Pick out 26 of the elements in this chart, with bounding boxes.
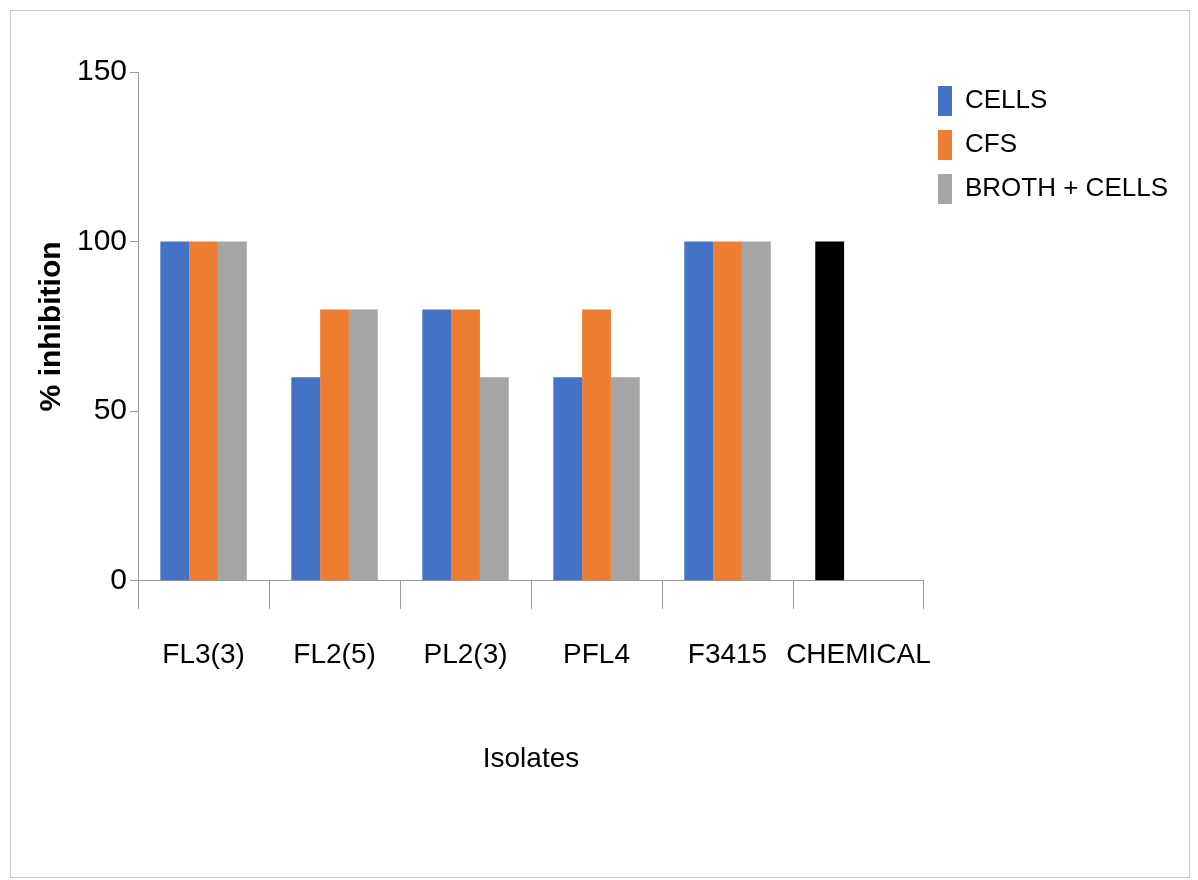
bar bbox=[320, 309, 349, 581]
x-axis-title: Isolates bbox=[482, 741, 580, 773]
bar bbox=[684, 241, 714, 581]
legend-label: CFS bbox=[964, 128, 1017, 159]
y-tick-label: 50 bbox=[93, 392, 128, 426]
x-tick-label: PFL4 bbox=[563, 638, 630, 670]
x-tick-label: CHEMICAL bbox=[786, 638, 931, 670]
legend-label: CELLS bbox=[964, 84, 1048, 115]
bar bbox=[160, 241, 190, 581]
bar bbox=[422, 309, 452, 581]
y-tick-label: 100 bbox=[76, 222, 128, 256]
x-tick-label: FL3(3) bbox=[162, 638, 245, 670]
bar bbox=[713, 241, 742, 581]
bar bbox=[291, 377, 321, 581]
bar bbox=[189, 241, 218, 581]
y-tick-label: 0 bbox=[110, 562, 128, 596]
bar bbox=[582, 309, 611, 581]
legend-label: BROTH + CELLS bbox=[964, 172, 1168, 203]
y-tick-label: 150 bbox=[76, 53, 128, 87]
bar bbox=[553, 377, 583, 581]
bar bbox=[815, 241, 845, 581]
x-tick-label: PL2(3) bbox=[423, 638, 508, 670]
x-tick-label: FL2(5) bbox=[293, 638, 376, 670]
x-tick-label: F3415 bbox=[687, 638, 768, 670]
y-axis-title: % inhibition bbox=[33, 241, 67, 412]
bar bbox=[451, 309, 480, 581]
